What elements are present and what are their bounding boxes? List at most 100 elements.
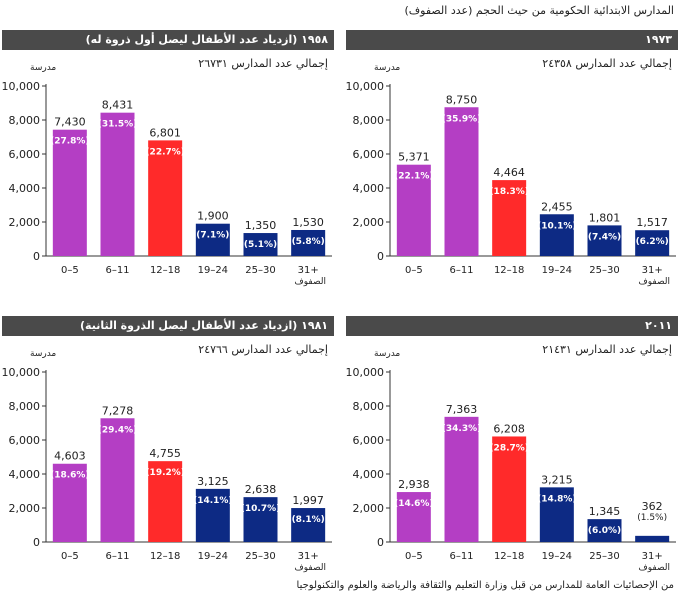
bar-percent-label: (19.2%) xyxy=(145,468,184,478)
y-tick-label: 4,000 xyxy=(9,468,41,481)
bar-value-label: 5,371 xyxy=(398,151,430,164)
x-axis-label: الصفوف xyxy=(294,277,326,287)
bar-value-label: 1,530 xyxy=(292,216,324,229)
bar-percent-label: (5.8%) xyxy=(292,237,325,247)
bar-19–24 xyxy=(539,214,574,256)
bar-value-label: 1,900 xyxy=(197,210,229,223)
bar-value-label: 1,517 xyxy=(636,216,668,229)
bar-19–24 xyxy=(195,223,230,256)
x-tick-label: 25–30 xyxy=(245,265,275,276)
bar-chart-1981: 10,000 8,000 6,000 4,000 2,000 0 4,603 (18.6%) 0… xyxy=(2,366,332,562)
bar-31+ xyxy=(291,229,326,256)
bar-0–5 xyxy=(52,463,87,542)
x-axis-label: الصفوف xyxy=(638,563,670,573)
bar-value-label: 3,215 xyxy=(541,473,573,486)
y-tick-label: 10,000 xyxy=(346,80,385,93)
panel-header-title: ١٩٥٨ (ازدياد عدد الأطفال ليصل أول ذروة ل… xyxy=(85,33,328,46)
bar-6–11 xyxy=(444,416,479,542)
x-tick-label: 31+ xyxy=(642,265,663,276)
panel-header: ٢٠١١ xyxy=(346,316,678,336)
x-tick-label: 0–5 xyxy=(61,551,79,562)
bar-value-label: 362 xyxy=(642,500,663,513)
bar-percent-label: (18.6%) xyxy=(50,471,89,481)
bar-percent-label: (10.1%) xyxy=(537,221,576,231)
bar-percent-label: (10.7%) xyxy=(241,504,280,514)
bar-percent-label: (6.0%) xyxy=(588,526,621,536)
bar-31+ xyxy=(635,230,670,256)
bar-6–11 xyxy=(100,418,135,542)
total-schools-label: إجمالي عدد المدارس ٢٤٣٥٨ xyxy=(542,57,672,70)
y-tick-label: 10,000 xyxy=(2,366,41,379)
total-schools-label: إجمالي عدد المدارس ٢٦٧٣١ xyxy=(198,57,328,70)
bar-value-label: 4,464 xyxy=(493,166,525,179)
x-tick-label: 0–5 xyxy=(405,265,423,276)
bar-25–30 xyxy=(243,233,278,256)
x-tick-label: 25–30 xyxy=(589,265,619,276)
y-tick-label: 2,000 xyxy=(353,502,385,515)
x-tick-label: 31+ xyxy=(298,265,319,276)
bar-value-label: 7,278 xyxy=(102,404,134,417)
bar-percent-label: (8.1%) xyxy=(292,515,325,525)
y-tick-label: 4,000 xyxy=(353,182,385,195)
x-tick-label: 6–11 xyxy=(105,551,129,562)
bar-value-label: 3,125 xyxy=(197,475,229,488)
bar-percent-label: (7.4%) xyxy=(588,232,621,242)
x-tick-label: 6–11 xyxy=(449,551,473,562)
x-axis-label: الصفوف xyxy=(294,563,326,573)
y-tick-label: 8,000 xyxy=(353,114,385,127)
panel-header-title: ١٩٨١ (ازدياد عدد الأطفال ليصل الذروة الث… xyxy=(80,319,328,332)
bar-percent-label: (31.5%) xyxy=(98,120,137,130)
y-tick-label: 6,000 xyxy=(9,148,41,161)
x-tick-label: 31+ xyxy=(642,551,663,562)
bar-0–5 xyxy=(396,164,431,256)
chart-panel-2011: ٢٠١١ إجمالي عدد المدارس ٢١٤٣١ مدرسة الصف… xyxy=(346,316,678,576)
panel-header: ١٩٥٨ (ازدياد عدد الأطفال ليصل أول ذروة ل… xyxy=(2,30,334,50)
bar-value-label: 1,997 xyxy=(292,494,324,507)
bar-6–11 xyxy=(444,107,479,256)
bar-percent-label: (22.1%) xyxy=(394,172,433,182)
y-tick-label: 10,000 xyxy=(346,366,385,379)
bar-value-label: 2,455 xyxy=(541,200,573,213)
y-tick-label: 2,000 xyxy=(9,216,41,229)
x-tick-label: 19–24 xyxy=(542,265,572,276)
panel-header-title: ١٩٧٣ xyxy=(645,33,672,46)
bar-percent-label: (22.7%) xyxy=(145,147,184,157)
panel-header: ١٩٧٣ xyxy=(346,30,678,50)
bar-percent-label: (27.8%) xyxy=(50,137,89,147)
bar-12–18 xyxy=(148,140,183,256)
bar-percent-label: (1.5%) xyxy=(637,513,667,523)
bar-value-label: 7,430 xyxy=(54,116,86,129)
panel-header-title: ٢٠١١ xyxy=(645,319,672,332)
bar-chart-1958: 10,000 8,000 6,000 4,000 2,000 0 7,430 (27.8%) 0… xyxy=(2,80,332,276)
bar-value-label: 8,750 xyxy=(446,93,478,106)
y-tick-label: 8,000 xyxy=(353,400,385,413)
bar-value-label: 4,755 xyxy=(149,447,181,460)
bar-12–18 xyxy=(148,461,183,542)
x-axis-label: الصفوف xyxy=(638,277,670,287)
bar-percent-label: (14.8%) xyxy=(537,494,576,504)
bar-value-label: 6,208 xyxy=(493,422,525,435)
bar-value-label: 1,801 xyxy=(589,211,621,224)
y-tick-label: 4,000 xyxy=(353,468,385,481)
y-tick-label: 0 xyxy=(33,536,40,549)
bar-12–18 xyxy=(492,436,527,542)
y-tick-label: 2,000 xyxy=(353,216,385,229)
y-tick-label: 0 xyxy=(33,250,40,263)
bar-25–30 xyxy=(587,519,622,542)
x-tick-label: 19–24 xyxy=(542,551,572,562)
bar-value-label: 7,363 xyxy=(446,403,478,416)
total-schools-label: إجمالي عدد المدارس ٢١٤٣١ xyxy=(542,343,672,356)
x-tick-label: 12–18 xyxy=(150,265,180,276)
y-tick-label: 10,000 xyxy=(2,80,41,93)
y-tick-label: 2,000 xyxy=(9,502,41,515)
x-tick-label: 12–18 xyxy=(494,265,524,276)
bar-percent-label: (5.1%) xyxy=(244,240,277,250)
bar-25–30 xyxy=(243,497,278,542)
bar-value-label: 6,801 xyxy=(149,126,181,139)
bar-chart-2011: 10,000 8,000 6,000 4,000 2,000 0 2,938 (14.6%) 0… xyxy=(346,366,676,562)
y-axis-label: مدرسة xyxy=(374,63,401,73)
bar-12–18 xyxy=(492,180,527,256)
x-tick-label: 25–30 xyxy=(245,551,275,562)
y-tick-label: 0 xyxy=(377,536,384,549)
x-tick-label: 12–18 xyxy=(150,551,180,562)
